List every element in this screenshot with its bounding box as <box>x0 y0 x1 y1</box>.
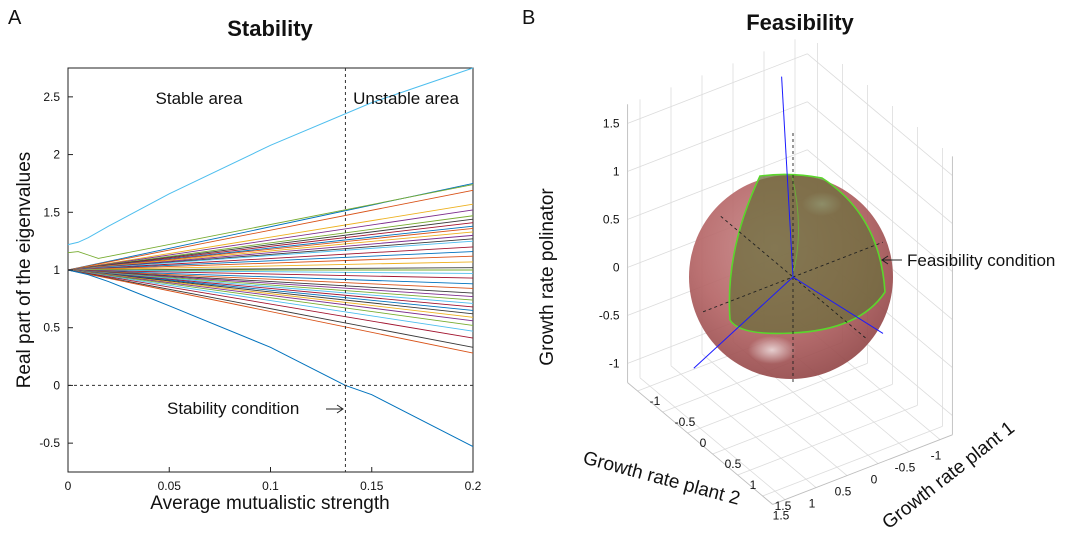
panel-b-title: Feasibility <box>746 10 854 35</box>
z-axis-label: Growth rate polinator <box>537 188 558 366</box>
eigenvalue-line <box>67 269 474 326</box>
direction-vector <box>693 276 794 369</box>
z-tick-label: 1.5 <box>603 116 620 130</box>
panel-b-letter: B <box>522 7 535 29</box>
eigenvalue-line <box>67 215 474 271</box>
arrow-icon <box>326 404 344 414</box>
y-tick-label: -0.5 <box>39 436 60 450</box>
y-tick-label-3d: 1.5 <box>773 509 790 523</box>
leading-eigenvalue-line <box>67 67 474 246</box>
x-tick-label-3d: 1 <box>750 478 757 492</box>
x-tick-label: 0 <box>65 479 72 493</box>
vectors <box>693 76 884 383</box>
eigenvalue-line <box>67 269 474 308</box>
z-tick-label: 0.5 <box>603 212 620 226</box>
x-tick-label-3d: -0.5 <box>675 415 696 429</box>
panel-a-letter: A <box>8 7 22 29</box>
eigenvalue-line <box>67 184 474 259</box>
axes: 0 0.05 0.1 0.15 0.2 -0.5 0 0.5 1 1.5 2 2.5 <box>39 68 482 493</box>
y-axis-label-3d: Growth rate plant 2 <box>581 448 743 510</box>
z-tick-label: 0 <box>613 260 620 274</box>
x-tick-label-3d: 0 <box>700 436 707 450</box>
direction-vector <box>781 76 794 278</box>
stable-area-label: Stable area <box>156 89 243 108</box>
y-tick-label-3d: -0.5 <box>895 461 916 475</box>
y-tick-label-3d: 1 <box>809 497 816 511</box>
arrow-icon <box>881 255 902 265</box>
stability-condition-label: Stability condition <box>167 399 299 418</box>
x-axis-label: Average mutualistic strength <box>150 493 389 514</box>
x-tick-label-3d: -1 <box>650 394 661 408</box>
x-tick-label: 0.2 <box>465 479 482 493</box>
trailing-eigenvalue-line <box>67 269 474 448</box>
stability-chart: 0 0.05 0.1 0.15 0.2 -0.5 0 0.5 1 1.5 2 2.5 Stable a… <box>14 67 482 514</box>
z-tick-label: -0.5 <box>599 308 620 322</box>
y-tick-label: 2.5 <box>43 90 60 104</box>
eigenvalue-line <box>67 203 474 271</box>
eigenvalue-line <box>67 189 474 271</box>
axis-through-origin <box>720 215 866 339</box>
eigenvalue-line <box>67 269 474 304</box>
eigenvalue-line <box>67 231 474 271</box>
eigenvalue-series <box>67 67 474 448</box>
y-tick-label-3d: 0 <box>871 473 878 487</box>
y-tick-label: 0 <box>53 378 60 392</box>
x-tick-label: 0.15 <box>360 479 384 493</box>
sphere-highlight-lower <box>748 336 796 364</box>
feasibility-condition-label: Feasibility condition <box>907 251 1055 270</box>
feasibility-chart: Feasibility condition -1 -1 -1 -0.5 -0.5 -0.5… <box>537 39 1055 534</box>
unstable-area-label: Unstable area <box>353 89 459 108</box>
x-axis-label-3d: Growth rate plant 1 <box>878 418 1018 534</box>
eigenvalue-line <box>67 269 474 354</box>
y-tick-label: 2 <box>53 148 60 162</box>
y-axis-label: Real part of the eigenvalues <box>14 152 35 389</box>
direction-vector <box>792 276 884 334</box>
x-tick-label: 0.1 <box>262 479 279 493</box>
eigenvalue-line <box>67 227 474 271</box>
panel-a-title: Stability <box>227 16 313 41</box>
x-tick-label-3d: 1.5 <box>775 499 792 513</box>
x-tick-label-3d: 0.5 <box>725 457 742 471</box>
x-tick-label: 0.05 <box>158 479 182 493</box>
y-tick-label: 1.5 <box>43 205 60 219</box>
y-tick-label: 0.5 <box>43 321 60 335</box>
z-tick-label: -1 <box>609 356 620 370</box>
3d-ticks: -1-1-1-0.5-0.5-0.50000.50.50.51111.51.51… <box>599 116 942 522</box>
z-tick-label: 1 <box>613 164 620 178</box>
feasible-region <box>728 173 886 335</box>
y-tick-label-3d: -1 <box>931 449 942 463</box>
y-tick-label-3d: 0.5 <box>835 485 852 499</box>
y-tick-label: 1 <box>53 263 60 277</box>
